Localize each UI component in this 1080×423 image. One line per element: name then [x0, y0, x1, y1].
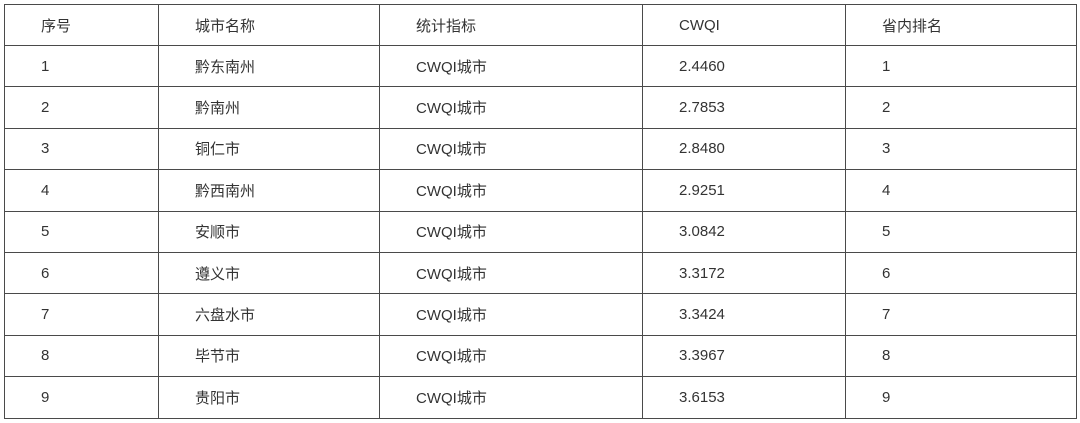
cell-index: 4	[4, 169, 159, 212]
cell-rank: 5	[845, 210, 1077, 253]
cell-cwqi: 3.3424	[642, 293, 846, 336]
table-row: 1 黔东南州 CWQI城市 2.4460 1	[4, 44, 1077, 88]
cell-cwqi: 2.9251	[642, 169, 846, 212]
cell-rank: 1	[845, 44, 1077, 88]
header-rank: 省内排名	[845, 4, 1077, 46]
table-row: 5 安顺市 CWQI城市 3.0842 5	[4, 210, 1077, 253]
header-cwqi: CWQI	[642, 4, 846, 46]
cell-cwqi: 2.8480	[642, 127, 846, 171]
cell-rank: 6	[845, 251, 1077, 295]
cell-rank: 2	[845, 86, 1077, 129]
cell-city: 黔南州	[158, 86, 380, 129]
cell-city: 黔西南州	[158, 169, 380, 212]
table-row: 3 铜仁市 CWQI城市 2.8480 3	[4, 127, 1077, 171]
cell-city: 六盘水市	[158, 293, 380, 336]
cell-index: 9	[4, 376, 159, 419]
cell-rank: 7	[845, 293, 1077, 336]
cell-index: 7	[4, 293, 159, 336]
cell-index: 5	[4, 210, 159, 253]
cell-rank: 9	[845, 376, 1077, 419]
cell-city: 铜仁市	[158, 127, 380, 171]
cell-indicator: CWQI城市	[379, 376, 643, 419]
header-row: 序号 城市名称 统计指标 CWQI 省内排名	[4, 4, 1077, 46]
header-indicator: 统计指标	[379, 4, 643, 46]
table-row: 9 贵阳市 CWQI城市 3.6153 9	[4, 376, 1077, 419]
cell-index: 1	[4, 44, 159, 88]
cell-indicator: CWQI城市	[379, 169, 643, 212]
cell-rank: 3	[845, 127, 1077, 171]
cell-cwqi: 3.6153	[642, 376, 846, 419]
cell-indicator: CWQI城市	[379, 86, 643, 129]
cell-city: 遵义市	[158, 251, 380, 295]
cwqi-ranking-table: 序号 城市名称 统计指标 CWQI 省内排名 1 黔东南州 CWQI城市 2.4460…	[4, 4, 1077, 419]
cell-cwqi: 3.0842	[642, 210, 846, 253]
cell-rank: 8	[845, 334, 1077, 378]
cell-indicator: CWQI城市	[379, 251, 643, 295]
cell-indicator: CWQI城市	[379, 293, 643, 336]
table-row: 8 毕节市 CWQI城市 3.3967 8	[4, 334, 1077, 378]
cell-index: 8	[4, 334, 159, 378]
cell-city: 毕节市	[158, 334, 380, 378]
cell-cwqi: 2.4460	[642, 44, 846, 88]
cell-city: 黔东南州	[158, 44, 380, 88]
cell-cwqi: 2.7853	[642, 86, 846, 129]
cell-index: 6	[4, 251, 159, 295]
cell-city: 安顺市	[158, 210, 380, 253]
header-index: 序号	[4, 4, 159, 46]
cell-indicator: CWQI城市	[379, 127, 643, 171]
table-row: 2 黔南州 CWQI城市 2.7853 2	[4, 86, 1077, 129]
cell-indicator: CWQI城市	[379, 334, 643, 378]
table-row: 6 遵义市 CWQI城市 3.3172 6	[4, 251, 1077, 295]
cell-index: 2	[4, 86, 159, 129]
cell-cwqi: 3.3172	[642, 251, 846, 295]
cell-city: 贵阳市	[158, 376, 380, 419]
cell-rank: 4	[845, 169, 1077, 212]
cell-index: 3	[4, 127, 159, 171]
cell-indicator: CWQI城市	[379, 44, 643, 88]
header-city: 城市名称	[158, 4, 380, 46]
table-row: 7 六盘水市 CWQI城市 3.3424 7	[4, 293, 1077, 336]
cell-cwqi: 3.3967	[642, 334, 846, 378]
table-row: 4 黔西南州 CWQI城市 2.9251 4	[4, 169, 1077, 212]
cell-indicator: CWQI城市	[379, 210, 643, 253]
